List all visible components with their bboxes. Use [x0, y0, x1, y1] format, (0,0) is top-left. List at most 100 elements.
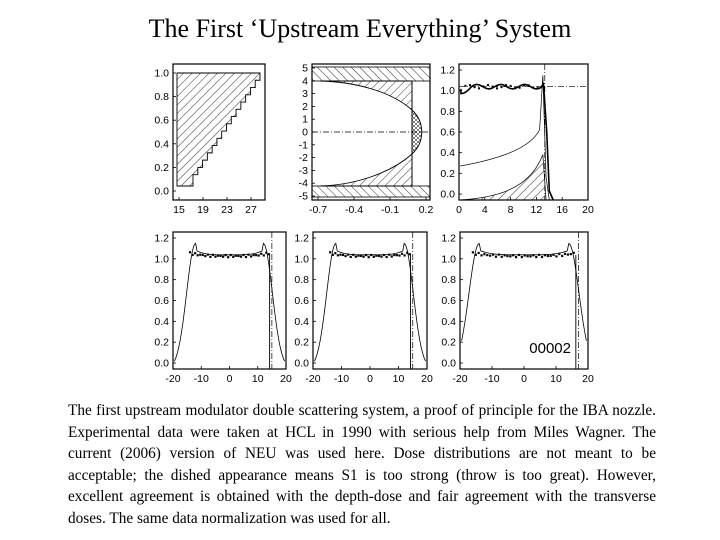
- transverse-2-point: [388, 253, 391, 256]
- modulator-y-tick-label: 0.4: [154, 138, 169, 150]
- transverse-1-point: [222, 255, 225, 258]
- transverse-3-point: [563, 252, 567, 255]
- depth-dose-point: [536, 87, 539, 90]
- depth-dose-sobp-curve: [460, 82, 554, 201]
- transverse-3-x-tick-label: 20: [582, 373, 594, 385]
- depth-dose-y-tick-label: 0.2: [440, 168, 455, 180]
- transverse-1-point: [229, 253, 232, 257]
- transverse-2-point: [367, 256, 370, 259]
- transverse-2-point: [334, 252, 337, 255]
- transverse-2-point: [352, 253, 355, 256]
- scatterer-top-bar: [311, 66, 431, 82]
- transverse-3-point: [512, 254, 515, 257]
- transverse-3-point: [489, 254, 492, 257]
- transverse-1-point: [242, 253, 245, 257]
- transverse-2-y-tick-label: 0.6: [294, 295, 309, 307]
- modulator-y-tick-label: 0.8: [154, 91, 169, 103]
- depth-dose-point: [487, 83, 490, 86]
- scatterer-x-tick-label: -0.4: [345, 204, 363, 216]
- transverse-2-point: [365, 253, 368, 257]
- modulator-y-tick-label: 0.2: [154, 162, 169, 174]
- scatterer-y-tick-label: -4: [299, 178, 308, 190]
- transverse-3-point: [549, 254, 552, 258]
- transverse-3-point: [523, 254, 526, 257]
- transverse-3-point: [509, 255, 512, 258]
- transverse-1-y-tick-label: 0.4: [154, 316, 169, 328]
- transverse-2-x-tick-label: -20: [305, 373, 320, 385]
- transverse-3-point: [494, 255, 498, 258]
- transverse-2-point: [370, 253, 373, 257]
- transverse-3-y-tick-label: 0.0: [441, 358, 456, 370]
- scatterer-y-tick-label: -1: [299, 139, 308, 151]
- depth-dose-point: [532, 86, 535, 89]
- transverse-1-y-tick-label: 1.2: [154, 233, 169, 245]
- scatterer-bottom-bar: [311, 185, 431, 198]
- transverse-1-y-tick-label: 0.8: [154, 274, 169, 286]
- scatterer-y-tick-label: 5: [302, 63, 308, 75]
- transverse-2-point: [380, 255, 383, 258]
- transverse-1-point: [211, 253, 215, 256]
- depth-dose-point: [473, 86, 476, 89]
- transverse-2-point: [406, 251, 409, 254]
- transverse-3-point: [543, 254, 546, 257]
- transverse-3-x-tick-label: 10: [550, 373, 562, 385]
- transverse-2-point: [341, 253, 345, 257]
- modulator-x-tick-label: 19: [197, 204, 209, 216]
- transverse-2-point: [390, 255, 393, 258]
- transverse-1-point: [214, 255, 217, 258]
- transverse-2-point: [377, 254, 381, 258]
- figure-code-label: 00002: [529, 340, 571, 357]
- depth-dose-point: [505, 84, 508, 87]
- modulator-x-tick-label: 15: [173, 204, 185, 216]
- depth-dose-x-tick-label: 12: [531, 204, 543, 216]
- transverse-1-point: [227, 256, 230, 259]
- transverse-1-point: [252, 253, 255, 257]
- transverse-1-point: [201, 253, 204, 257]
- modulator-y-tick-label: 0.0: [154, 186, 169, 198]
- transverse-2-point: [385, 255, 388, 259]
- scatterer-y-tick-label: 2: [302, 101, 308, 113]
- modulator-y-tick-label: 0.6: [154, 115, 169, 127]
- depth-dose-y-tick-label: 1.2: [440, 65, 455, 77]
- depth-dose-y-tick-label: 0.8: [440, 106, 455, 118]
- depth-dose-point: [518, 86, 521, 89]
- transverse-1-point: [194, 252, 197, 255]
- transverse-2-x-tick-label: -10: [334, 373, 349, 385]
- transverse-2-point: [372, 255, 375, 258]
- transverse-3-x-tick-label: -20: [452, 373, 467, 385]
- depth-dose-x-tick-label: 4: [482, 204, 488, 216]
- transverse-1-x-tick-label: 10: [252, 373, 264, 385]
- transverse-1-x-tick-label: 0: [227, 373, 233, 385]
- depth-dose-point: [509, 84, 512, 87]
- transverse-2-y-tick-label: 0.2: [294, 337, 309, 349]
- depth-dose-y-tick-label: 0.0: [440, 189, 455, 201]
- transverse-3-point: [500, 255, 503, 258]
- transverse-2-y-tick-label: 0.8: [294, 274, 309, 286]
- transverse-3-x-tick-label: 0: [521, 373, 527, 385]
- transverse-3-y-tick-label: 0.8: [441, 274, 456, 286]
- transverse-1-point: [239, 255, 242, 258]
- transverse-1-point: [191, 253, 194, 257]
- transverse-2-point: [395, 254, 398, 257]
- transverse-3-calculated-curve: [461, 242, 587, 341]
- depth-dose-y-tick-label: 0.6: [440, 127, 455, 139]
- transverse-3-point: [471, 251, 474, 254]
- modulator-y-tick-label: 1.0: [154, 68, 169, 80]
- transverse-1-point: [196, 254, 199, 257]
- transverse-3-y-tick-label: 0.2: [441, 337, 456, 349]
- transverse-2-point: [382, 253, 386, 257]
- transverse-3-point: [532, 254, 535, 257]
- transverse-3-point: [546, 254, 549, 258]
- modulator-panel-frame: [172, 63, 266, 201]
- transverse-1-point: [209, 255, 212, 258]
- transverse-3-point: [529, 255, 532, 258]
- transverse-3-point: [558, 252, 561, 256]
- transverse-3-point: [486, 253, 489, 257]
- depth-dose-x-tick-label: 20: [582, 204, 594, 216]
- transverse-3-point: [506, 255, 509, 258]
- transverse-2-point: [354, 255, 357, 258]
- scatterer-y-tick-label: 3: [302, 88, 308, 100]
- transverse-3-x-tick-label: -10: [484, 373, 499, 385]
- modulator-x-tick-label: 23: [221, 204, 233, 216]
- depth-dose-point: [464, 84, 467, 87]
